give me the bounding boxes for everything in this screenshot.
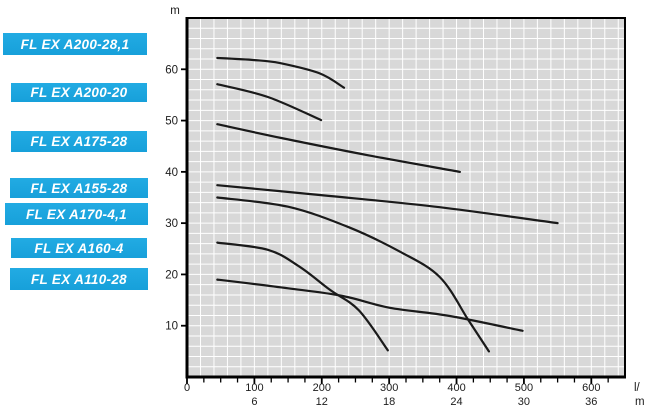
pump-model-button[interactable]: FL EX A110-28 xyxy=(10,268,148,290)
pump-model-button[interactable]: FL EX A160-4 xyxy=(11,238,147,258)
y-tick-label: 40 xyxy=(165,167,178,179)
y-axis-unit: m xyxy=(170,5,180,17)
x-tick-label-row2: 36 xyxy=(585,396,597,408)
pump-model-button[interactable]: FL EX A175-28 xyxy=(11,131,147,152)
pump-model-button[interactable]: FL EX A200-20 xyxy=(11,83,147,102)
x-tick-label: 100 xyxy=(245,382,263,394)
pump-model-button[interactable]: FL EX A200-28,1 xyxy=(3,33,147,55)
plot-background xyxy=(187,18,625,377)
y-tick-label: 10 xyxy=(165,321,178,333)
y-tick-label: 20 xyxy=(165,269,178,281)
x-tick-label: 500 xyxy=(515,382,533,394)
pump-curve-fl-ex-a160-4 xyxy=(216,241,389,352)
x-axis-unit-line2: m xyxy=(635,396,645,408)
x-tick-label: 300 xyxy=(380,382,398,394)
x-tick-label: 400 xyxy=(447,382,465,394)
x-axis-unit-line1: l/ xyxy=(634,382,641,394)
y-tick-label: 30 xyxy=(165,218,178,230)
pump-curve-fl-ex-a155-28 xyxy=(216,184,559,225)
x-tick-label-row2: 24 xyxy=(450,396,462,408)
pump-curve-fl-ex-a175-28 xyxy=(216,123,461,173)
pump-curve-fl-ex-a110-28 xyxy=(216,278,524,332)
pump-model-button[interactable]: FL EX A170-4,1 xyxy=(5,203,148,225)
x-tick-label-row2: 18 xyxy=(383,396,395,408)
pump-curve-fl-ex-a200-20 xyxy=(216,83,323,122)
pump-model-button[interactable]: FL EX A155-28 xyxy=(10,178,148,198)
x-tick-label: 0 xyxy=(184,382,190,394)
x-tick-label-row2: 6 xyxy=(251,396,257,408)
x-tick-label: 200 xyxy=(313,382,331,394)
y-tick-label: 60 xyxy=(165,64,178,76)
x-tick-label: 600 xyxy=(582,382,600,394)
x-tick-label-row2: 30 xyxy=(518,396,530,408)
y-tick-label: 50 xyxy=(165,116,178,128)
x-tick-label-row2: 12 xyxy=(316,396,328,408)
pump-curve-fl-ex-a200-28-1 xyxy=(216,56,346,89)
